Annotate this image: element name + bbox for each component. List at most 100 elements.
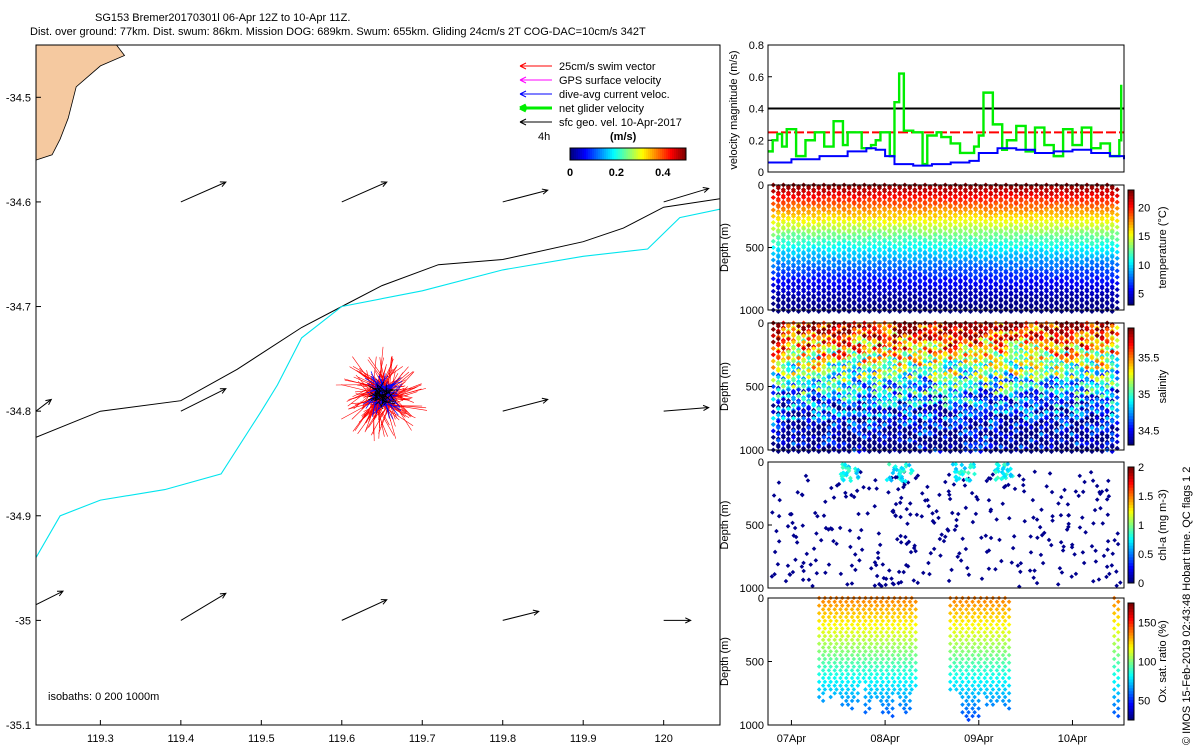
map-colorbar-cell xyxy=(598,148,600,160)
section-colorbar-cell xyxy=(1128,193,1134,196)
map-y-tick-label: -34.8 xyxy=(6,406,31,418)
section-point xyxy=(771,270,776,275)
section-colorbar-tick-label: 15 xyxy=(1138,231,1150,243)
section-point xyxy=(771,220,776,225)
section-point xyxy=(1115,275,1120,280)
map-colorbar-cell xyxy=(644,148,646,160)
map-colorbar-cell xyxy=(668,148,670,160)
section-point xyxy=(1115,231,1120,236)
map-colorbar-cell xyxy=(638,148,640,160)
section-point xyxy=(771,359,776,364)
section-colorbar-cell xyxy=(1128,213,1134,216)
map-colorbar-cell xyxy=(628,148,630,160)
section-point xyxy=(771,214,776,219)
land-polygon xyxy=(36,45,125,160)
map-colorbar-cell xyxy=(596,148,598,160)
map-y-tick-label: -35.1 xyxy=(6,720,31,732)
section-colorbar-cell xyxy=(1128,273,1134,276)
geo-velocity-arrow xyxy=(342,600,387,621)
map-colorbar-cell xyxy=(578,148,580,160)
section-colorbar-cell xyxy=(1128,230,1134,233)
section-colorbar-cell xyxy=(1128,294,1134,297)
map-colorbar-tick-label: 0 xyxy=(567,167,573,179)
map-colorbar-cell xyxy=(602,148,604,160)
map-colorbar-cell xyxy=(608,148,610,160)
velocity-y-tick-label: 0.8 xyxy=(749,40,764,52)
map-colorbar-cell xyxy=(634,148,636,160)
geo-velocity-arrow xyxy=(181,182,226,202)
map-colorbar-cell xyxy=(676,148,678,160)
map-colorbar-cell xyxy=(618,148,620,160)
legend-label: sfc geo. vel. 10-Apr-2017 xyxy=(559,117,682,129)
section-colorbar-cell xyxy=(1128,291,1134,294)
section-point xyxy=(1115,281,1120,286)
section-point xyxy=(771,441,776,446)
section-point xyxy=(771,301,776,306)
section-colorbar-cell xyxy=(1128,271,1134,274)
section-point xyxy=(1115,262,1120,267)
map-colorbar-cell xyxy=(658,148,660,160)
map-colorbar-cell xyxy=(632,148,634,160)
section-colorbar-cell xyxy=(1128,196,1134,199)
map-colorbar-cell xyxy=(630,148,632,160)
section-point xyxy=(1115,237,1120,242)
map-x-tick-label: 119.4 xyxy=(167,733,194,745)
geo-velocity-arrow xyxy=(181,593,226,620)
section-point xyxy=(1115,300,1120,305)
section-point xyxy=(771,428,776,433)
section-colorbar-cell xyxy=(1128,239,1134,242)
section-colorbar-cell xyxy=(1128,285,1134,288)
figure: SG153 Bremer20170301l 06-Apr 12Z to 10-A… xyxy=(0,0,1200,750)
section-point xyxy=(771,282,776,287)
title-line-2: Dist. over ground: 77km. Dist. swum: 86k… xyxy=(30,26,646,38)
map-colorbar-cell xyxy=(622,148,624,160)
section-colorbar-cell xyxy=(1128,202,1134,205)
isobath-label: isobaths: 0 200 1000m xyxy=(48,691,159,703)
section-point xyxy=(771,226,776,231)
geo-velocity-arrow xyxy=(664,187,709,201)
section-point xyxy=(1115,212,1120,217)
section-point xyxy=(1115,250,1120,255)
section-colorbar-cell xyxy=(1128,282,1134,285)
section-point xyxy=(771,340,776,345)
geo-velocity-arrow xyxy=(503,610,539,620)
map-colorbar-cell xyxy=(678,148,680,160)
velocity-series-line xyxy=(768,148,1124,165)
section-point xyxy=(771,346,776,351)
map-x-tick-label: 119.8 xyxy=(489,733,516,745)
geo-velocity-arrow xyxy=(664,405,709,411)
map-colorbar-cell xyxy=(594,148,596,160)
map-colorbar-cell xyxy=(648,148,650,160)
section-colorbar-cell xyxy=(1128,199,1134,202)
map-y-tick-label: -35 xyxy=(15,615,31,627)
section-colorbar-cell xyxy=(1128,248,1134,251)
section-ylabel: Depth (m) xyxy=(719,223,731,272)
legend-label: GPS surface velocity xyxy=(559,75,662,87)
section-point xyxy=(771,295,776,300)
section-colorbar-cell xyxy=(1128,207,1134,210)
legend-note: 4h xyxy=(538,131,550,143)
section-point xyxy=(1115,193,1120,198)
map-colorbar-cell xyxy=(640,148,642,160)
map-colorbar-cell xyxy=(662,148,664,160)
map-colorbar-cell xyxy=(642,148,644,160)
section-point xyxy=(771,333,776,338)
section-point xyxy=(771,435,776,440)
section-colorbar-cell xyxy=(1128,233,1134,236)
section-colorbar-cell xyxy=(1128,210,1134,213)
map-colorbar-cell xyxy=(584,148,586,160)
section-colorbar-cell xyxy=(1128,250,1134,253)
section-colorbar xyxy=(1128,190,1134,305)
map-panel: 119.3 119.4 119.5 119.6 119.7 119.8 119.9 120-3… xyxy=(6,45,720,745)
map-colorbar-cell xyxy=(604,148,606,160)
map-colorbar-cell xyxy=(656,148,658,160)
map-x-tick-label: 119.7 xyxy=(409,733,436,745)
section-colorbar-cell xyxy=(1128,219,1134,222)
section-y-tick-label: 0 xyxy=(758,180,764,192)
section-point xyxy=(1115,243,1120,248)
map-colorbar-cell xyxy=(620,148,622,160)
velocity-ylabel: velocity magnitude (m/s) xyxy=(728,50,740,169)
